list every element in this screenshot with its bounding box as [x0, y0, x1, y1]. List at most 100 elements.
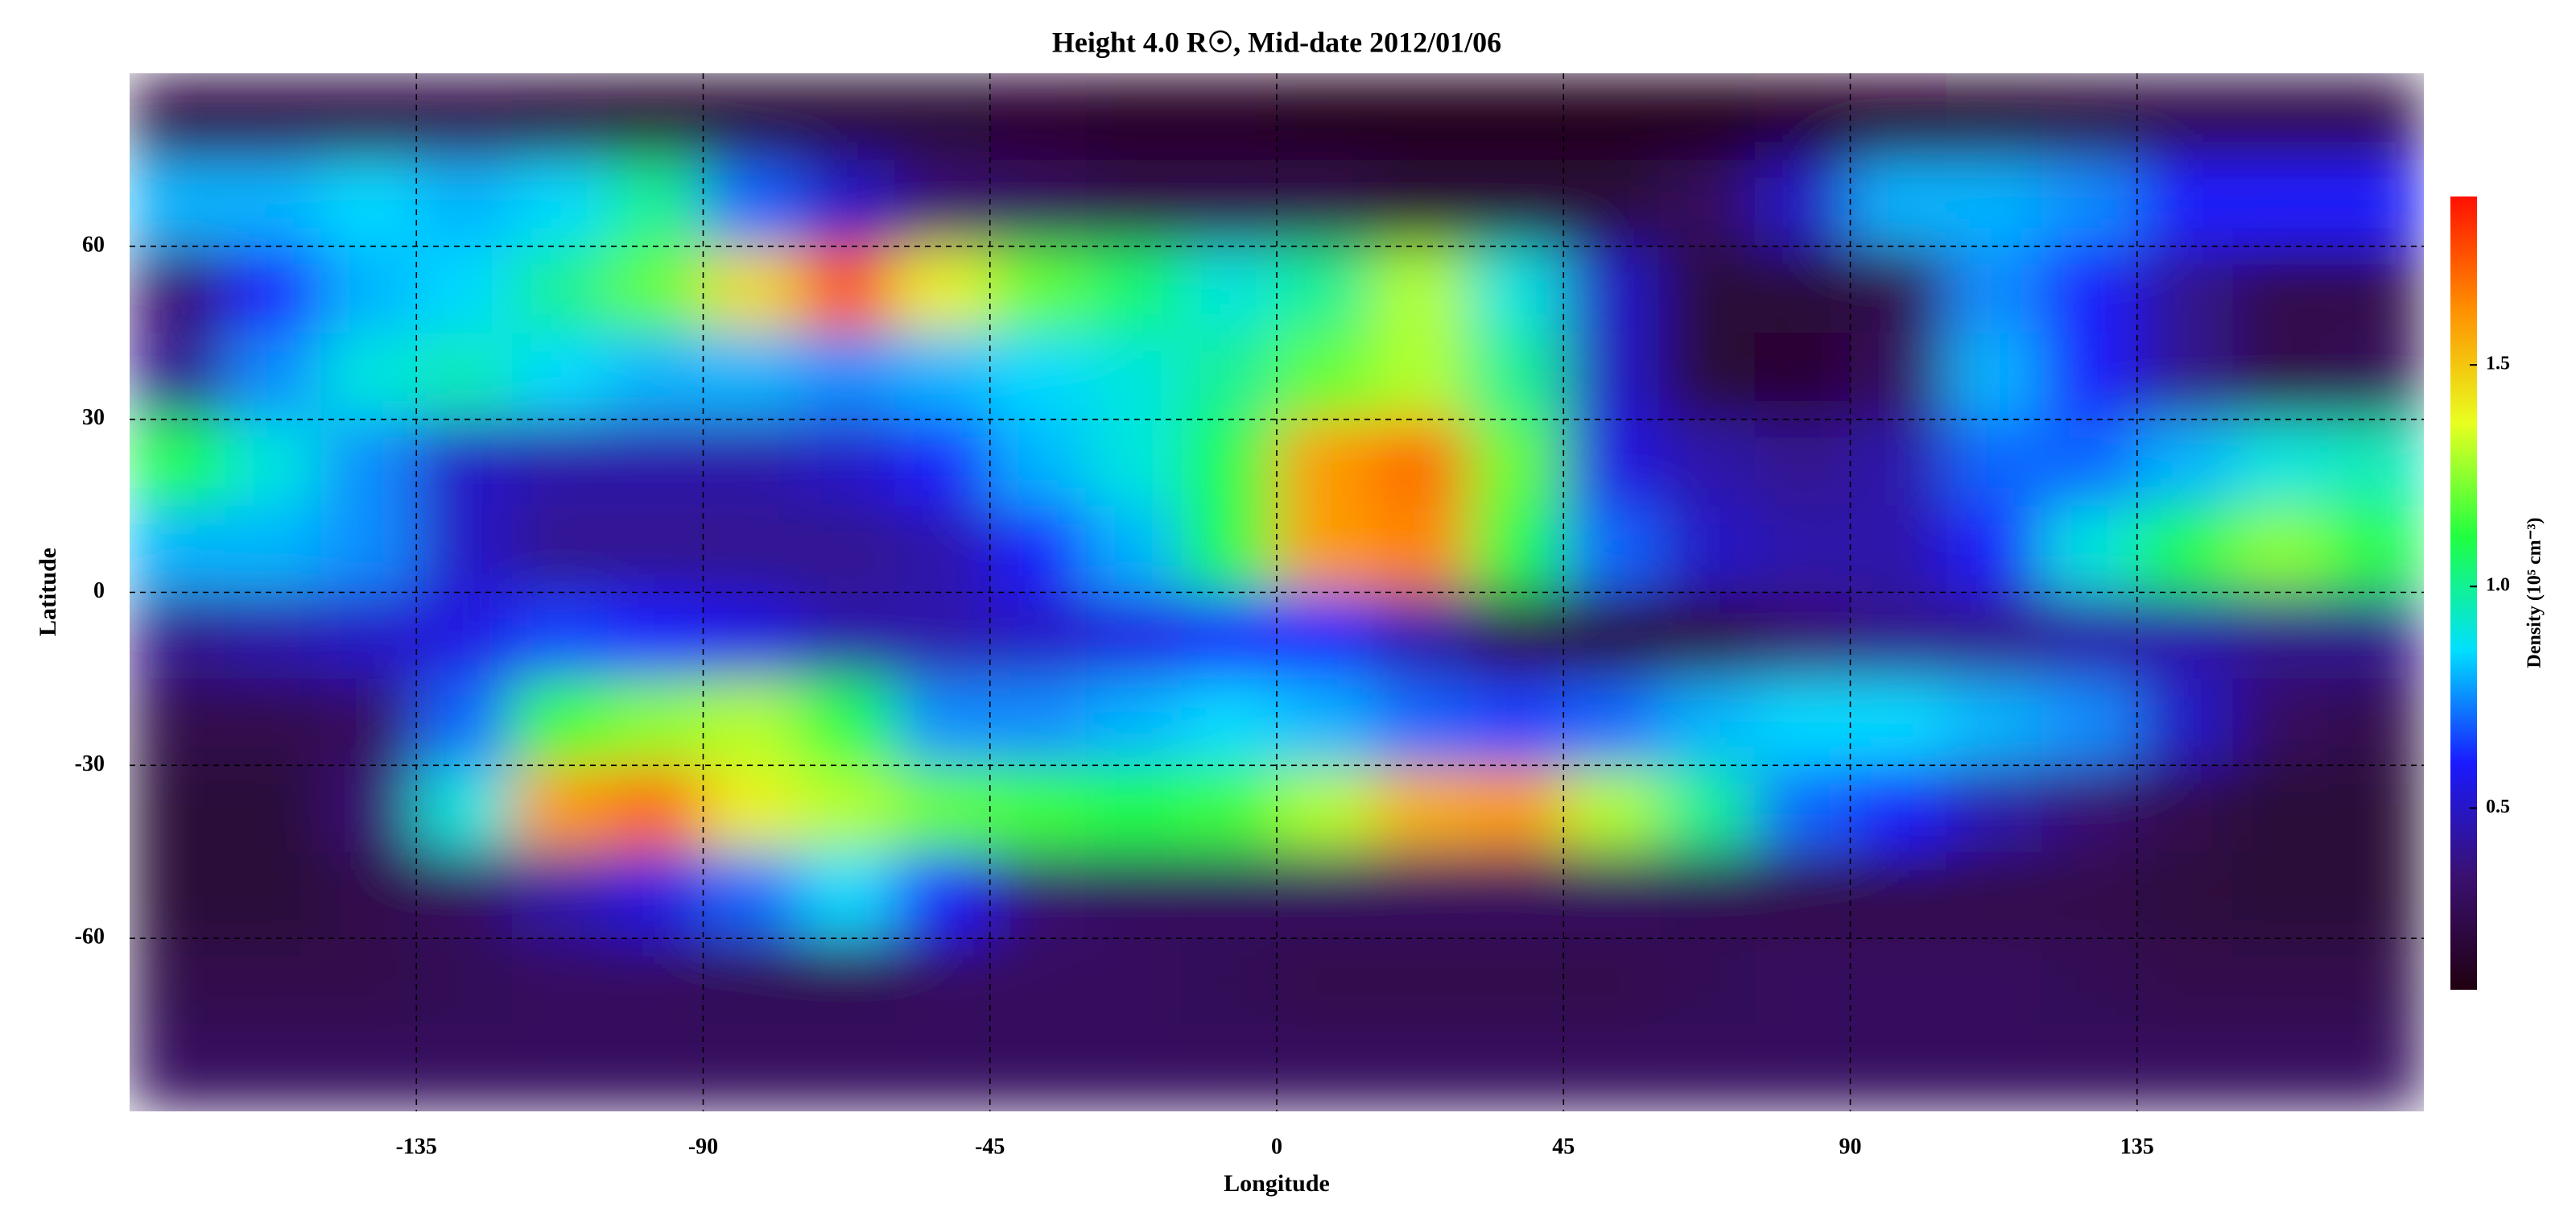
heatmap-cell: [1659, 333, 1756, 420]
heatmap-cell: [416, 246, 513, 333]
colorbar-tick-label: 1.0: [2486, 575, 2510, 596]
heatmap-cell: [1468, 246, 1564, 333]
heatmap-cell: [2041, 73, 2138, 160]
heatmap-cell: [2136, 419, 2233, 507]
heatmap-cell: [130, 678, 226, 766]
heatmap-cell: [1563, 333, 1660, 420]
heatmap-cell: [1181, 246, 1278, 333]
heatmap-cell: [1277, 851, 1373, 939]
heatmap-cell: [1085, 73, 1182, 160]
heatmap-cell: [989, 592, 1086, 680]
heatmap-cell: [799, 73, 895, 160]
heatmap-cell: [130, 1024, 226, 1111]
heatmap-cell: [1468, 419, 1564, 507]
heatmap-cell: [512, 159, 609, 247]
heatmap-cell: [1372, 851, 1468, 939]
heatmap-cell: [1085, 592, 1182, 680]
heatmap-cell: [1754, 765, 1851, 853]
heatmap-cell: [1277, 592, 1373, 680]
heatmap-cell: [512, 333, 609, 420]
heatmap-cell: [894, 246, 991, 333]
heatmap-cell: [799, 159, 895, 247]
colorbar: [2450, 197, 2477, 990]
heatmap-cell: [130, 246, 226, 333]
heatmap-cell: [1277, 506, 1373, 593]
heatmap-cell: [1372, 419, 1468, 507]
heatmap-cell: [2328, 851, 2424, 939]
heatmap-cell: [1468, 159, 1564, 247]
heatmap-cell: [2328, 506, 2424, 593]
heatmap-cell: [320, 592, 417, 680]
heatmap-cell: [989, 333, 1086, 420]
colorbar-tick-label: 0.5: [2486, 796, 2510, 817]
heatmap-cell: [2328, 678, 2424, 766]
heatmap-cell: [2041, 1024, 2138, 1111]
heatmap-cell: [1181, 592, 1278, 680]
heatmap-cell: [1468, 333, 1564, 420]
heatmap-cell: [1085, 678, 1182, 766]
heatmap-cell: [1468, 851, 1564, 939]
heatmap-cell: [1850, 765, 1946, 853]
heatmap-cell: [2328, 938, 2424, 1026]
heatmap-cell: [2041, 592, 2138, 680]
heatmap-cell: [894, 419, 991, 507]
heatmap-cell: [2232, 506, 2329, 593]
heatmap-cell: [703, 419, 799, 507]
heatmap-cell: [989, 851, 1086, 939]
heatmap-cell: [1468, 938, 1564, 1026]
heatmap-cell: [1754, 678, 1851, 766]
heatmap-cell: [130, 938, 226, 1026]
heatmap-cell: [2041, 938, 2138, 1026]
heatmap-cell: [1085, 765, 1182, 853]
heatmap-cell: [1277, 333, 1373, 420]
heatmap-cell: [225, 938, 321, 1026]
heatmap-cell: [1850, 938, 1946, 1026]
heatmap-cell: [320, 765, 417, 853]
heatmap-cell: [894, 592, 991, 680]
heatmap-cell: [2041, 765, 2138, 853]
heatmap-cell: [1085, 506, 1182, 593]
heatmap-cell: [1085, 851, 1182, 939]
heatmap-cell: [1085, 1024, 1182, 1111]
heatmap-cell: [2232, 246, 2329, 333]
heatmap-cell: [2328, 333, 2424, 420]
heatmap-cell: [1085, 938, 1182, 1026]
heatmap-cell: [1946, 765, 2042, 853]
heatmap-cell: [1850, 246, 1946, 333]
heatmap-cell: [607, 1024, 704, 1111]
heatmap-cell: [225, 419, 321, 507]
heatmap-cell: [703, 592, 799, 680]
heatmap-cell: [1181, 765, 1278, 853]
heatmap-cell: [1754, 506, 1851, 593]
heatmap-cell: [989, 73, 1086, 160]
heatmap-cell: [1277, 765, 1373, 853]
heatmap-cell: [1850, 506, 1946, 593]
heatmap-cell: [1468, 506, 1564, 593]
heatmap-cell: [2232, 1024, 2329, 1111]
heatmap-cell: [799, 506, 895, 593]
heatmap-cell: [2232, 678, 2329, 766]
heatmap-cell: [703, 1024, 799, 1111]
heatmap-cell: [1946, 938, 2042, 1026]
heatmap-cell: [989, 678, 1086, 766]
heatmap-cell: [416, 678, 513, 766]
heatmap-cell: [1850, 678, 1946, 766]
heatmap-cell: [1372, 506, 1468, 593]
heatmap-cell: [799, 1024, 895, 1111]
heatmap-cell: [1085, 333, 1182, 420]
x-axis-label: Longitude: [1224, 1170, 1330, 1197]
heatmap-cell: [607, 851, 704, 939]
heatmap-cell: [1181, 419, 1278, 507]
heatmap-cell: [416, 506, 513, 593]
heatmap-cell: [320, 159, 417, 247]
heatmap-cell: [2136, 851, 2233, 939]
heatmap-cell: [416, 333, 513, 420]
heatmap-cell: [989, 1024, 1086, 1111]
heatmap-cell: [989, 159, 1086, 247]
heatmap-cell: [607, 938, 704, 1026]
heatmap-cell: [2136, 506, 2233, 593]
heatmap-cell: [1085, 419, 1182, 507]
heatmap-cell: [1754, 246, 1851, 333]
y-axis-label: Latitude: [35, 548, 61, 636]
heatmap-cell: [2136, 73, 2233, 160]
